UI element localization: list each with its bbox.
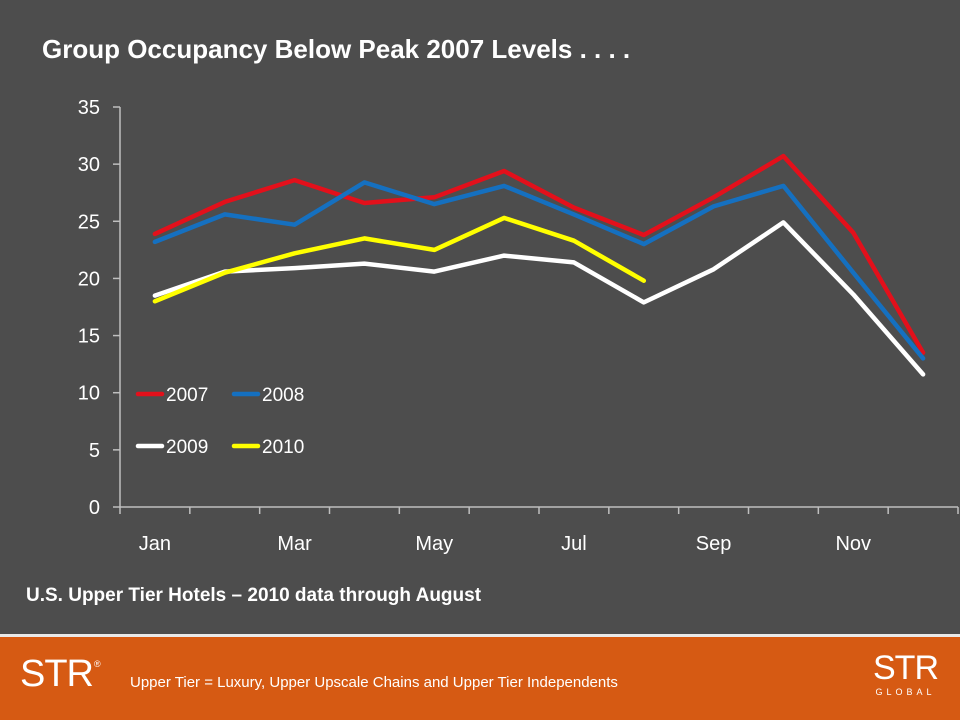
occupancy-line-chart: 0 5 10 15 20 25 30 35 Jan Mar May Jul Sep Nov 2007 2008… (78, 97, 959, 555)
series-line-2010 (152, 215, 647, 304)
legend-label-2008: 2008 (262, 385, 304, 406)
y-tick-label: 20 (78, 268, 100, 290)
legend-label-2009: 2009 (166, 437, 208, 458)
y-tick-label: 25 (78, 211, 100, 233)
slide-title: Group Occupancy Below Peak 2007 Levels .… (42, 34, 631, 64)
x-tick-label: May (415, 533, 453, 555)
y-tick-label: 15 (78, 326, 100, 348)
series-line-2009 (152, 220, 926, 377)
str-logo-left: STR® (20, 653, 101, 695)
y-tick-label: 5 (89, 440, 100, 462)
str-global-logo: STR GLOBAL (873, 649, 939, 697)
footnote: Upper Tier = Luxury, Upper Upscale Chain… (130, 674, 618, 691)
y-tick-label: 0 (89, 497, 100, 519)
x-tick-label: Sep (696, 533, 732, 555)
series-line-2008 (152, 180, 926, 361)
series-line-2007 (152, 153, 926, 355)
y-tick-label: 30 (78, 154, 100, 176)
x-tick-label: Mar (277, 533, 312, 555)
legend-label-2007: 2007 (166, 385, 208, 406)
legend-label-2010: 2010 (262, 437, 304, 458)
slide-subtitle: U.S. Upper Tier Hotels – 2010 data throu… (26, 585, 482, 606)
y-tick-label: 10 (78, 383, 100, 405)
x-tick-label: Jul (561, 533, 587, 555)
footer-bar: STR® Upper Tier = Luxury, Upper Upscale … (0, 634, 960, 720)
str-global-logo-bottom: GLOBAL (875, 687, 936, 697)
y-tick-label: 35 (78, 97, 100, 119)
x-tick-label: Nov (835, 533, 871, 555)
str-global-logo-top: STR (873, 649, 939, 687)
x-tick-label: Jan (139, 533, 171, 555)
